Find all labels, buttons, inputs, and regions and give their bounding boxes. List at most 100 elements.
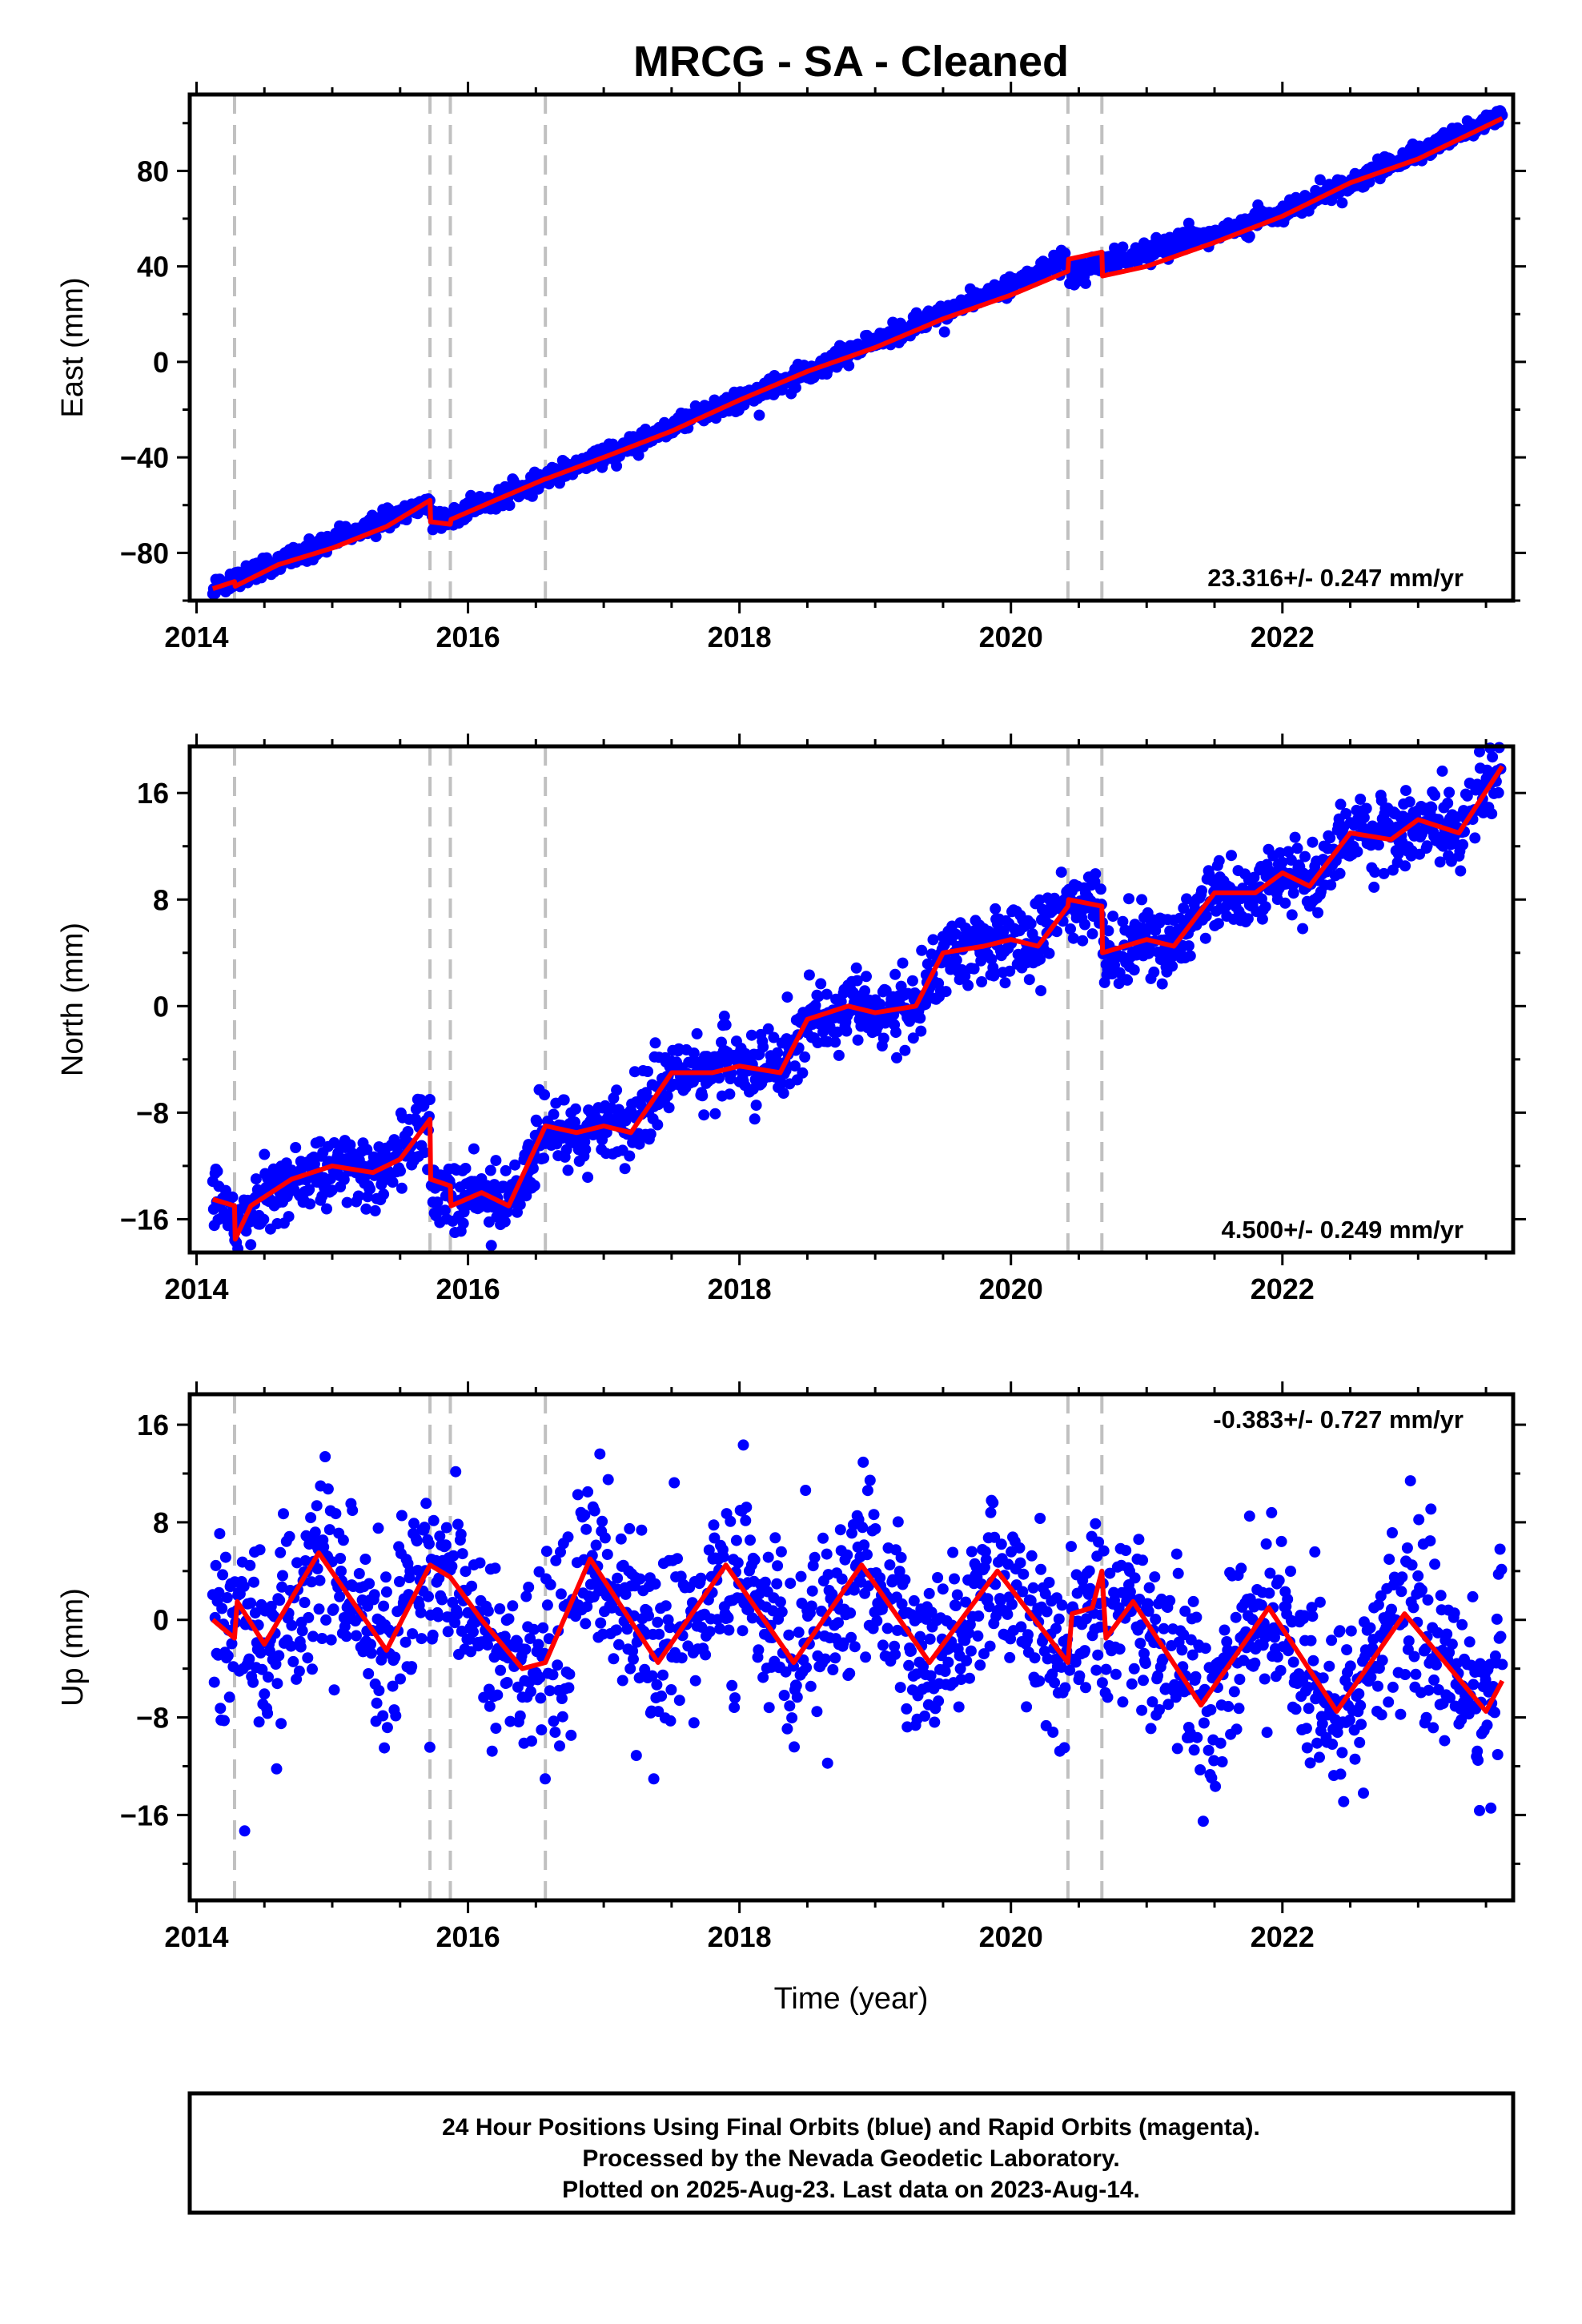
up-data-point (544, 1578, 556, 1590)
up-data-point (801, 1662, 813, 1674)
up-data-point (1157, 1653, 1169, 1665)
east-y-tick-label: 0 (153, 346, 169, 379)
up-data-point (949, 1573, 960, 1585)
up-data-point (1080, 1682, 1091, 1694)
north-data-point (1368, 881, 1380, 893)
up-data-point (1375, 1709, 1387, 1721)
up-data-point (1179, 1605, 1191, 1617)
north-data-point (1067, 932, 1079, 944)
north-data-point (1432, 814, 1444, 826)
up-data-point (1096, 1677, 1108, 1689)
up-data-point (633, 1672, 645, 1684)
north-data-point (468, 1143, 480, 1155)
up-data-point (296, 1625, 308, 1637)
up-data-point (1263, 1587, 1275, 1599)
north-data-point (1286, 909, 1298, 921)
up-data-point (793, 1626, 805, 1638)
up-data-point (1456, 1618, 1468, 1630)
east-model-line (211, 116, 1504, 591)
north-data-point (1090, 868, 1102, 880)
north-y-axis-label: North (mm) (56, 923, 90, 1076)
up-data-point (1129, 1572, 1141, 1584)
north-data-point (245, 1239, 257, 1251)
north-data-point (1276, 856, 1288, 868)
north-data-point (1403, 796, 1415, 808)
north-data-point (1334, 867, 1346, 879)
north-data-point (1372, 839, 1384, 850)
up-data-point (478, 1691, 490, 1703)
up-data-point (492, 1689, 504, 1701)
north-data-point (1335, 798, 1347, 810)
up-data-point (365, 1638, 376, 1651)
north-data-point (1383, 818, 1395, 830)
up-data-point (790, 1679, 802, 1691)
north-data-point (570, 1103, 581, 1115)
up-data-point (375, 1654, 387, 1666)
north-data-point (227, 1191, 239, 1203)
east-y-axis-label: East (mm) (56, 277, 90, 417)
up-data-point (305, 1512, 317, 1524)
up-data-point (723, 1624, 735, 1636)
up-data-point (1349, 1753, 1361, 1765)
up-data-point (1034, 1675, 1046, 1687)
north-data-point (713, 1072, 725, 1084)
up-data-point (1247, 1614, 1259, 1626)
up-data-point (537, 1622, 549, 1634)
north-data-point (718, 1010, 730, 1022)
footer-frame (187, 2091, 1516, 2215)
north-step-lines (232, 746, 1104, 1252)
north-data-point (499, 1216, 511, 1228)
up-data-point (554, 1740, 565, 1752)
up-data-point (1283, 1645, 1295, 1657)
up-data-point (466, 1580, 478, 1592)
up-data-point (419, 1522, 431, 1534)
up-data-point (1269, 1631, 1280, 1643)
north-data-point (424, 1094, 436, 1105)
east-data-point (504, 500, 516, 511)
up-data-point (776, 1606, 788, 1618)
up-data-point (649, 1578, 661, 1590)
up-data-point (1221, 1636, 1233, 1647)
up-data-point (512, 1635, 523, 1647)
up-data-point (371, 1697, 383, 1709)
north-data-point (720, 1019, 732, 1031)
north-data-point (789, 1060, 801, 1072)
up-data-point (660, 1600, 672, 1612)
up-data-point (1317, 1672, 1329, 1684)
up-data-point (829, 1652, 841, 1664)
up-data-point (564, 1668, 576, 1680)
up-data-point (1235, 1562, 1247, 1574)
north-data-point (895, 980, 907, 992)
up-data-point (950, 1600, 962, 1611)
up-data-point (318, 1541, 330, 1553)
up-data-point (446, 1561, 458, 1572)
north-data-point (531, 1116, 543, 1128)
up-data-point (588, 1505, 600, 1517)
up-data-point (1275, 1665, 1287, 1676)
north-data-point (663, 1102, 675, 1114)
up-data-point (821, 1757, 833, 1769)
up-data-point (452, 1608, 464, 1620)
up-data-point (1419, 1643, 1431, 1655)
up-data-point (1446, 1638, 1458, 1651)
north-data-point (799, 1051, 811, 1063)
footer-line-3: Plotted on 2025-Aug-23. Last data on 202… (562, 2177, 1140, 2203)
up-data-point (877, 1639, 889, 1651)
north-data-point (387, 1176, 399, 1188)
up-data-point (275, 1718, 287, 1730)
north-data-point (1426, 802, 1438, 814)
north-data-point (560, 1144, 572, 1156)
up-data-point (547, 1669, 559, 1681)
up-data-point (1053, 1613, 1065, 1625)
north-data-point (538, 1152, 550, 1164)
north-data-point (906, 975, 918, 987)
up-data-point (822, 1569, 834, 1581)
up-data-point (1422, 1594, 1434, 1606)
up-data-point (1416, 1584, 1427, 1596)
up-data-point (1355, 1699, 1367, 1711)
up-data-point (1314, 1596, 1326, 1608)
up-data-point (816, 1605, 828, 1617)
up-data-point (330, 1508, 342, 1520)
